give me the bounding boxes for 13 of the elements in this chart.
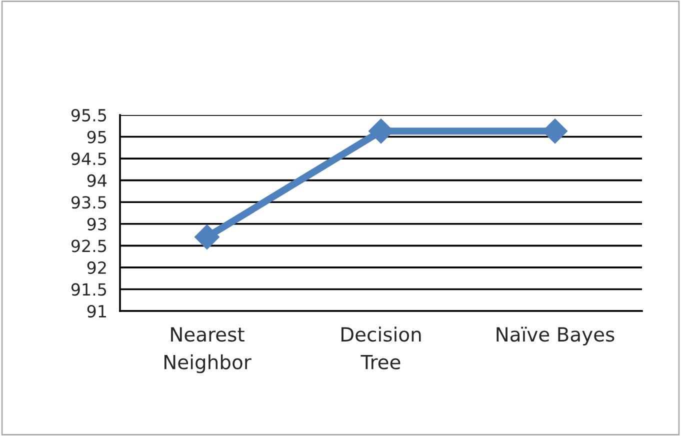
y-tick-label: 91.5 [71, 283, 106, 296]
y-tick-label: 92.5 [71, 240, 106, 252]
y-tick-label: 94.5 [71, 152, 106, 166]
y-tick-label: 95.5 [71, 108, 106, 122]
x-tick-label: Naïve Bayes [496, 326, 614, 346]
x-tick-label: Decision Tree [342, 326, 421, 370]
y-tick-label: 92 [87, 261, 106, 274]
y-tick-label: 93.5 [71, 196, 106, 209]
y-tick-label: 91 [87, 304, 106, 318]
y-tick-label: 93 [87, 218, 106, 230]
y-tick-label: 95 [87, 130, 106, 144]
y-tick-label: 94 [87, 174, 107, 187]
x-tick-label: Nearest Neighbor [164, 327, 252, 374]
